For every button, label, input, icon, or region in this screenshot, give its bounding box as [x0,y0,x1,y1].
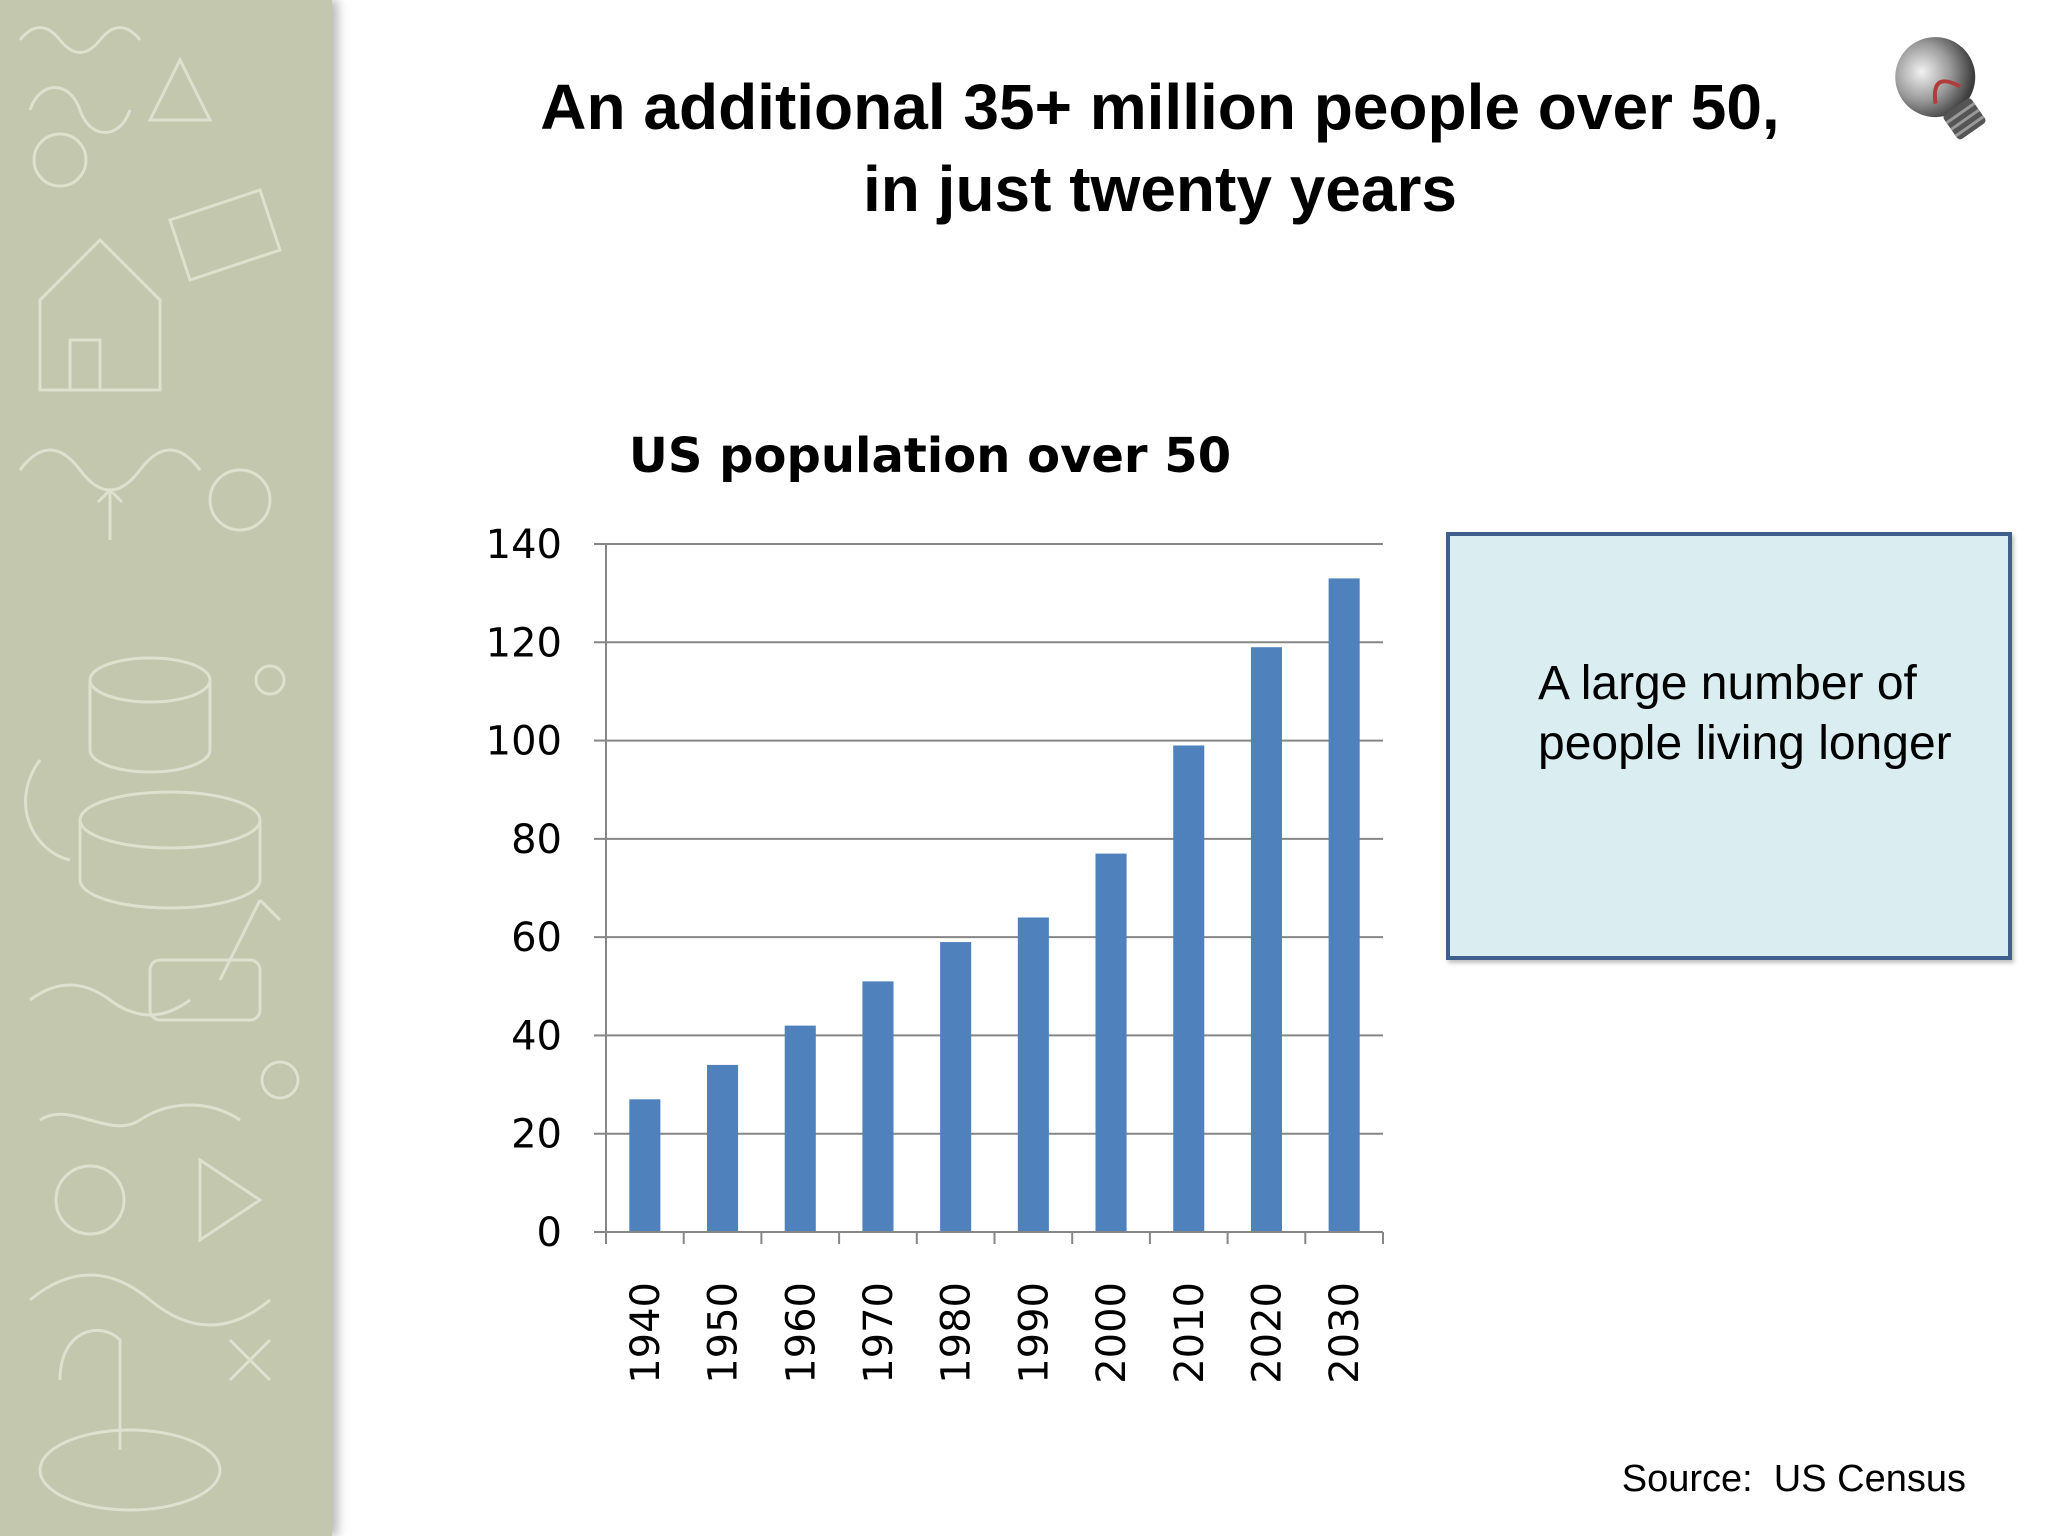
y-tick-label: 140 [486,522,562,568]
x-tick-label: 2030 [1322,1282,1368,1384]
slide-title-line-1: An additional 35+ million people over 50… [540,71,1780,143]
y-tick-label: 40 [511,1013,562,1059]
bar-1960 [784,1025,816,1232]
bar-1970 [862,981,894,1232]
y-tick-label: 60 [511,915,562,961]
callout-box: A large number of people living longer [1446,532,2012,960]
bar-1950 [707,1064,739,1232]
x-tick-label: 1960 [778,1282,824,1384]
decorative-sidebar [0,0,332,1536]
bar-1940 [629,1099,661,1232]
chart-title: US population over 50 [629,428,1231,484]
bar-2000 [1095,853,1127,1232]
x-tick-label: 2010 [1167,1282,1213,1384]
y-tick-label: 20 [511,1112,562,1158]
x-tick-label: 1950 [701,1282,747,1384]
y-tick-label: 100 [486,719,562,765]
callout-text: A large number of people living longer [1538,657,1952,770]
bar-1990 [1017,917,1049,1232]
bar-2010 [1173,745,1205,1232]
y-tick-label: 120 [486,620,562,666]
y-tick-label: 80 [511,817,562,863]
bar-1980 [940,942,972,1232]
slide-title-line-2: in just twenty years [863,153,1457,225]
source-note: Source: US Census [1621,1458,1966,1500]
x-tick-label: 1970 [856,1282,902,1384]
bar-2030 [1328,578,1360,1232]
bar-2020 [1250,647,1282,1232]
x-tick-label: 1980 [934,1282,980,1384]
slide-title: An additional 35+ million people over 50… [360,66,1960,230]
doodle-pattern [18,26,300,1512]
x-tick-label: 2000 [1089,1282,1135,1384]
y-tick-label: 0 [537,1210,562,1256]
x-tick-label: 1940 [623,1282,669,1384]
x-tick-label: 2020 [1244,1282,1290,1384]
x-tick-label: 1990 [1011,1282,1057,1384]
light-bulb-icon [1880,26,2010,156]
